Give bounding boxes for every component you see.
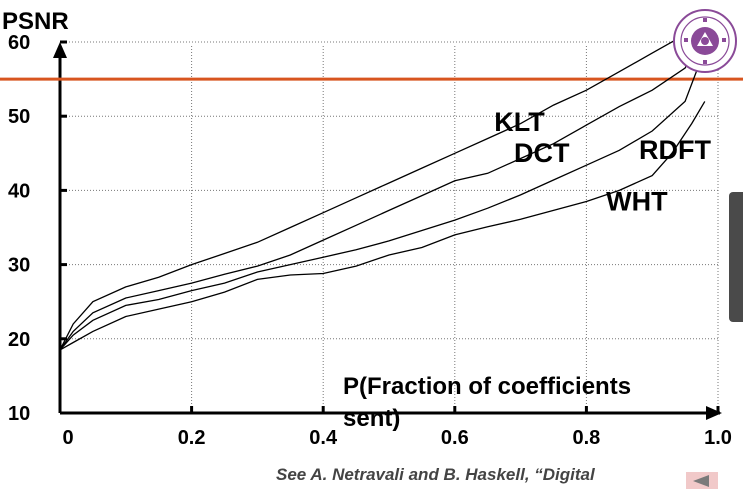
series-label-dct: DCT: [514, 138, 570, 168]
series-label-rdft: RDFT: [639, 135, 711, 165]
chart-grid: [60, 41, 719, 413]
chart-axes: [53, 40, 722, 420]
tick-labels: 0 0.2 0.4 0.6 0.8 1.0 10 20 30 40 50 60: [8, 32, 732, 449]
x-tick-label: 0.4: [309, 427, 338, 449]
series-line-wht: [59, 101, 706, 351]
y-tick-label: 40: [8, 180, 30, 202]
y-axis-arrow: [53, 42, 67, 58]
y-tick-label: 20: [8, 329, 30, 351]
series-label-wht: WHT: [606, 186, 668, 216]
x-axis-label: P(Fraction of coefficients sent): [343, 373, 632, 432]
x-tick-label: 0.6: [441, 427, 469, 449]
x-tick-label: 0: [62, 427, 73, 449]
y-tick-label: 10: [8, 403, 30, 425]
university-seal-icon: [672, 8, 738, 74]
y-axis-label: PSNR: [2, 8, 69, 35]
y-tick-label: 30: [8, 255, 30, 277]
x-axis-arrow: [706, 406, 722, 420]
series-line-klt: [59, 22, 706, 351]
previous-slide-icon[interactable]: [686, 472, 718, 489]
citation-text: See A. Netravali and B. Haskell, “Digita…: [276, 465, 595, 484]
series-group: [59, 22, 706, 351]
series-line-rdft: [59, 49, 706, 351]
x-tick-label: 1.0: [704, 427, 732, 449]
series-line-dct: [59, 30, 706, 351]
x-tick-label: 0.8: [572, 427, 600, 449]
y-tick-label: 50: [8, 106, 30, 128]
x-tick-label: 0.2: [178, 427, 206, 449]
side-panel-tab-icon[interactable]: [729, 192, 743, 322]
y-tick-label: 60: [8, 32, 30, 54]
series-label-klt: KLT: [494, 107, 545, 137]
